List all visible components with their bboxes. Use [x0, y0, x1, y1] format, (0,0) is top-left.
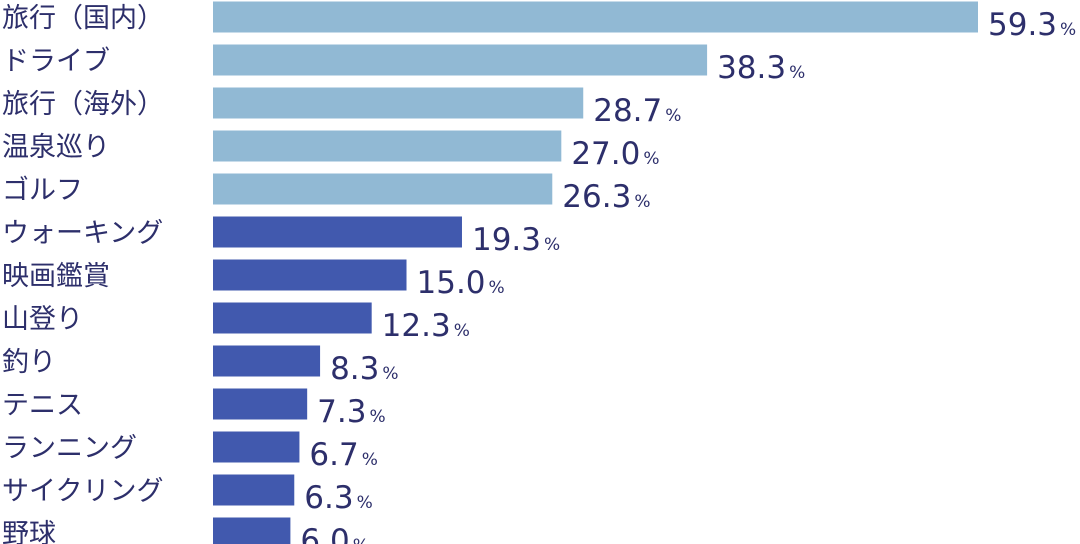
value-number: 19.3 — [472, 222, 541, 258]
bar — [213, 345, 321, 377]
value-label: 27.0% — [571, 136, 659, 172]
value-label: 6.0% — [300, 523, 368, 544]
category-label: 温泉巡り — [2, 132, 110, 163]
category-label: 野球 — [2, 519, 56, 544]
value-number: 12.3 — [382, 308, 451, 344]
value-number: 7.3 — [317, 394, 366, 430]
value-unit: % — [382, 364, 398, 384]
category-label: 釣り — [2, 347, 56, 378]
value-number: 59.3 — [988, 7, 1057, 43]
bar — [213, 388, 308, 420]
value-unit: % — [544, 235, 560, 255]
value-unit: % — [634, 192, 650, 212]
bar — [213, 259, 407, 291]
value-number: 38.3 — [717, 50, 786, 86]
value-unit: % — [789, 63, 805, 83]
category-label: ゴルフ — [2, 175, 83, 206]
value-number: 8.3 — [330, 351, 379, 387]
value-number: 15.0 — [417, 265, 486, 301]
value-number: 6.3 — [304, 480, 353, 516]
value-label: 12.3% — [382, 308, 470, 344]
category-label: ウォーキング — [2, 218, 163, 249]
value-label: 26.3% — [562, 179, 650, 215]
category-label: サイクリング — [2, 476, 163, 507]
value-unit: % — [362, 450, 378, 470]
bar — [213, 474, 295, 506]
category-label: ランニング — [2, 433, 137, 464]
value-label: 28.7% — [593, 93, 681, 129]
value-unit: % — [1060, 20, 1076, 40]
value-unit: % — [643, 149, 659, 169]
value-label: 7.3% — [317, 394, 385, 430]
bar — [213, 1, 978, 33]
value-label: 19.3% — [472, 222, 560, 258]
value-number: 6.7 — [309, 437, 358, 473]
bar — [213, 431, 300, 463]
value-unit: % — [369, 407, 385, 427]
value-unit: % — [353, 536, 369, 544]
value-unit: % — [489, 278, 505, 298]
value-label: 38.3% — [717, 50, 805, 86]
bar — [213, 87, 584, 119]
value-unit: % — [665, 106, 681, 126]
bar — [213, 173, 553, 205]
value-number: 6.0 — [300, 523, 349, 544]
category-label: ドライブ — [2, 46, 110, 77]
value-number: 28.7 — [593, 93, 662, 129]
value-label: 15.0% — [417, 265, 505, 301]
bar — [213, 216, 462, 248]
category-label: 映画鑑賞 — [2, 261, 110, 292]
bar — [213, 44, 708, 76]
value-label: 8.3% — [330, 351, 398, 387]
value-number: 27.0 — [571, 136, 640, 172]
bar — [213, 517, 291, 544]
category-label: テニス — [2, 390, 83, 421]
value-label: 6.3% — [304, 480, 372, 516]
bar — [213, 302, 372, 334]
category-label: 山登り — [2, 304, 83, 335]
bar — [213, 130, 562, 162]
value-labels-group: 59.3 %38.3 %28.7 %27.0 %26.3 %19.3 %15.0 %12.3%… — [300, 7, 1076, 544]
category-label: 旅行（国内） — [2, 3, 164, 34]
value-number: 26.3 — [562, 179, 631, 215]
bars-group — [213, 1, 978, 544]
value-unit: % — [454, 321, 470, 341]
category-label: 旅行（海外） — [2, 89, 164, 120]
value-unit: % — [357, 493, 373, 513]
value-label: 59.3% — [988, 7, 1076, 43]
value-label: 6.7% — [309, 437, 377, 473]
